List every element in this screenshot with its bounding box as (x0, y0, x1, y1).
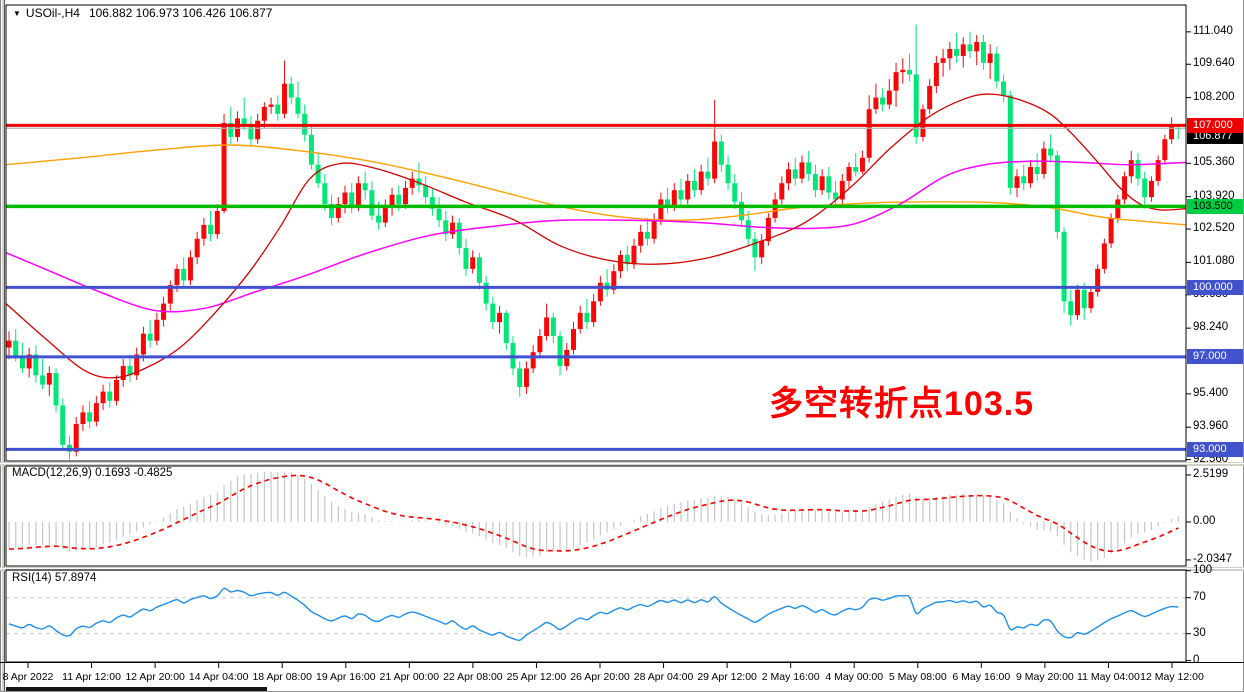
candles-layer (6, 24, 1181, 460)
date-axis-label: 22 Apr 08:00 (443, 671, 503, 683)
rsi-panel-border (5, 569, 1187, 663)
date-axis-label: 6 May 16:00 (952, 671, 1011, 683)
date-axis-label: 25 Apr 12:00 (506, 671, 567, 683)
rsi-axis-label: 30 (1193, 626, 1206, 639)
date-axis-label: 5 May 08:00 (888, 671, 947, 683)
ohlc-readout: 106.882 106.973 106.426 106.877 (88, 6, 273, 20)
window-frame-shadow (4, 0, 5, 692)
price-axis-label: 95.400 (1193, 386, 1229, 399)
sep-main-macd-highlight (0, 463, 1244, 464)
macd-indicator-label: MACD(12,26,9) 0.1693 -0.4825 (12, 467, 173, 479)
date-axis-label: 11 Apr 12:00 (62, 671, 121, 683)
price-axis-label: 103.920 (1193, 189, 1235, 202)
date-axis-label: 12 Apr 20:00 (125, 671, 185, 683)
main-panel-border (5, 4, 1187, 462)
rsi-line (8, 587, 1179, 642)
symbol-timeframe-label: USOil-,H4 (25, 6, 80, 20)
chart-annotation-text: 多空转折点103.5 (769, 385, 1035, 423)
window-frame-highlight (1, 0, 2, 692)
date-axis-label: 9 May 20:00 (1015, 671, 1074, 683)
macd-panel[interactable] (8, 471, 1179, 562)
price-axis-label: 101.080 (1193, 255, 1235, 268)
bottom-scroll-indicator (6, 687, 267, 691)
macd-panel-border (5, 465, 1187, 567)
rsi-panel[interactable] (6, 587, 1186, 642)
price-axis-label: 111.040 (1193, 24, 1233, 37)
date-axis-label: 21 Apr 00:00 (379, 671, 440, 683)
window-frame-left (0, 0, 1, 692)
date-axis-label: 26 Apr 20:00 (570, 671, 630, 683)
date-axis-label: 11 May 04:00 (1077, 671, 1140, 683)
hline-badge-107: 107.000 (1187, 117, 1243, 133)
date-axis-label: 14 Apr 04:00 (188, 671, 249, 683)
price-axis-label: 102.520 (1193, 222, 1235, 235)
macd-axis-label: 0.00 (1193, 514, 1216, 527)
chart-title: ▼ USOil-,H4 106.882 106.973 106.426 106.87… (13, 6, 272, 20)
rsi-axis-label: 0 (1193, 653, 1200, 666)
macd-axis-label: 2.5199 (1193, 467, 1229, 480)
macd-axis-label: -2.0347 (1193, 552, 1233, 565)
date-axis-label: 12 May 12:00 (1140, 671, 1204, 683)
hline-badge-103-5: 103.500 (1187, 198, 1243, 214)
hline-badge-93: 93.000 (1187, 441, 1243, 457)
hline-badge-97: 97.000 (1187, 349, 1243, 365)
date-axis-label: 18 Apr 08:00 (252, 671, 312, 683)
hline-badge-100: 100.000 (1187, 279, 1243, 295)
rsi-axis-label: 100 (1193, 563, 1213, 576)
sep-macd-rsi-highlight (0, 568, 1244, 569)
price-axis-label: 93.960 (1193, 420, 1229, 433)
rsi-indicator-label: RSI(14) 57.8974 (12, 572, 97, 584)
price-axis-label: 105.360 (1193, 156, 1235, 169)
date-axis-label: 2 May 16:00 (761, 671, 820, 683)
date-axis-label: 8 Apr 2022 (2, 671, 54, 683)
price-chart-panel[interactable] (6, 24, 1186, 460)
window-frame-fill (2, 0, 4, 692)
ma-medium-magenta (6, 160, 1186, 313)
date-axis-label: 28 Apr 04:00 (633, 671, 694, 683)
price-axis-label: 108.200 (1193, 90, 1235, 103)
date-axis-label: 19 Apr 16:00 (315, 671, 376, 683)
symbol-dropdown-icon[interactable]: ▼ (13, 9, 21, 18)
price-axis-label: 98.240 (1193, 321, 1229, 334)
macd-signal-line (8, 474, 1179, 553)
date-axis-label: 4 May 00:00 (825, 671, 884, 683)
date-axis-label: 29 Apr 12:00 (697, 671, 757, 683)
price-axis-label: 109.640 (1193, 57, 1235, 70)
rsi-axis-label: 70 (1193, 590, 1206, 603)
